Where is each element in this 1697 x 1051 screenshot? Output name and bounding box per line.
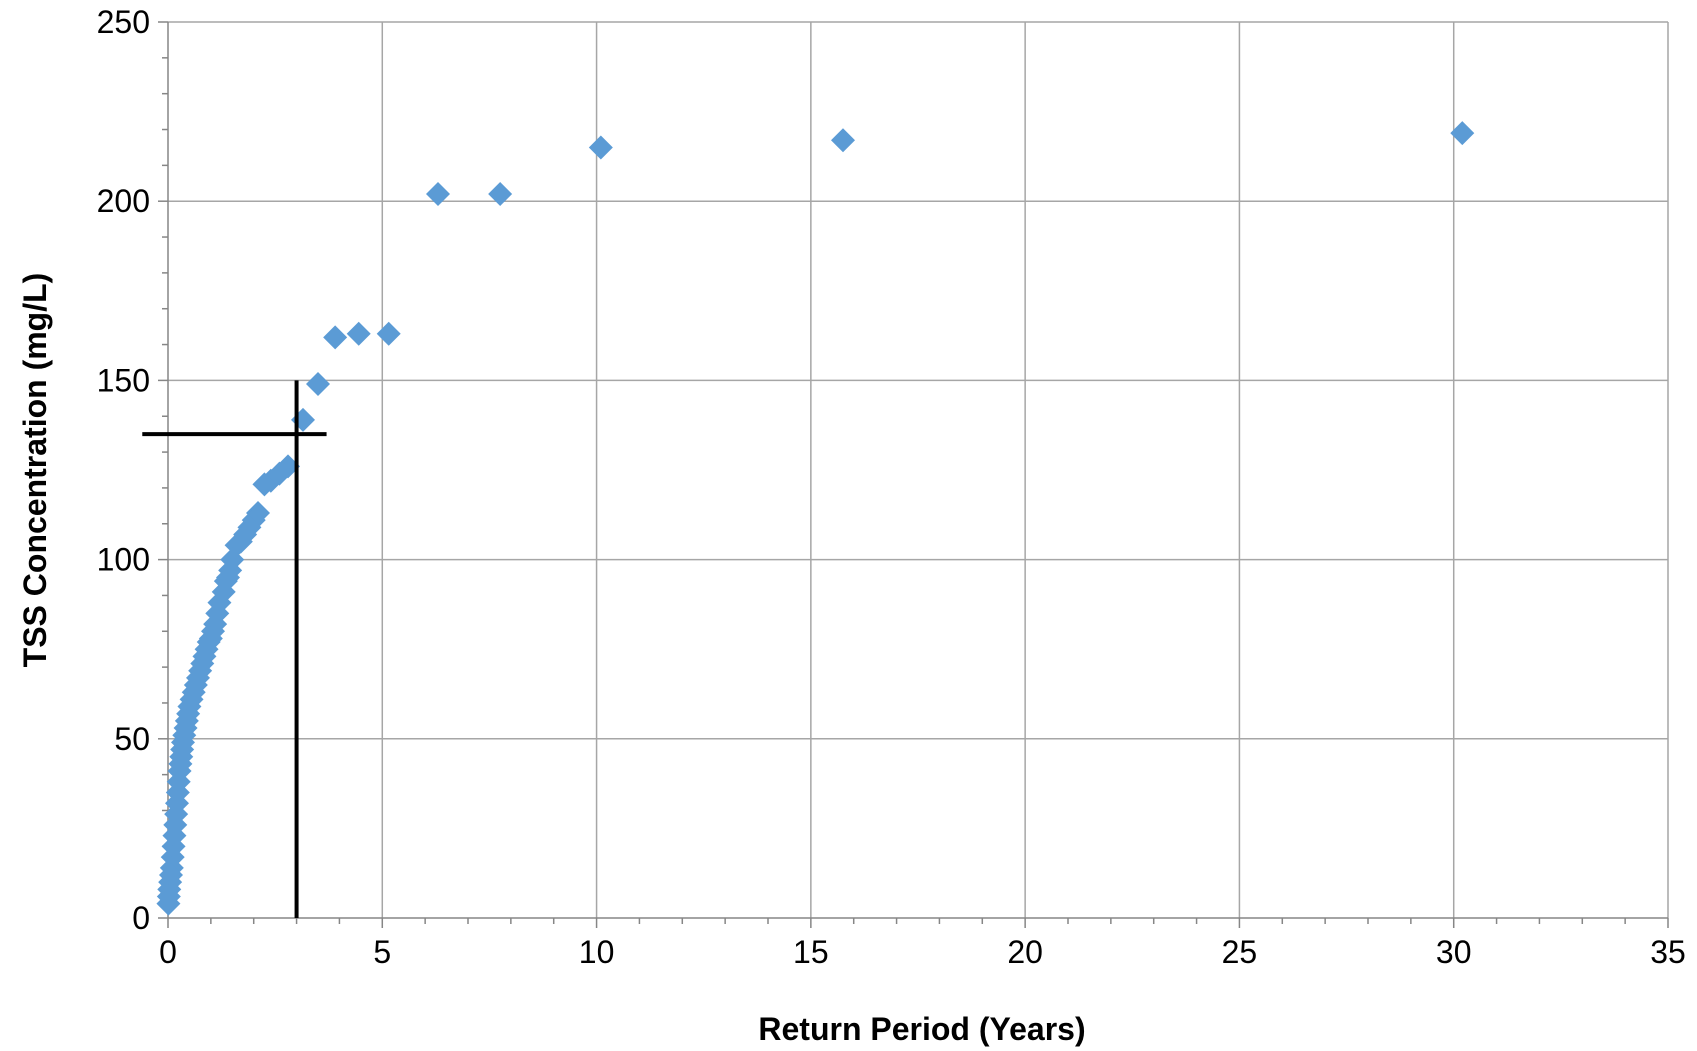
data-point [488, 182, 513, 207]
data-point [588, 135, 613, 160]
data-point [323, 325, 348, 350]
y-tick-label: 150 [97, 362, 150, 398]
data-point [252, 472, 277, 497]
x-tick-label: 10 [579, 934, 615, 970]
data-points [156, 121, 1475, 916]
data-point [831, 128, 855, 153]
x-tick-label: 20 [1007, 934, 1043, 970]
data-point [306, 371, 330, 396]
x-tick-label: 0 [159, 934, 177, 970]
y-tick-label: 250 [97, 4, 150, 40]
data-point [1450, 121, 1475, 146]
x-tick-label: 25 [1222, 934, 1258, 970]
x-tick-label: 35 [1650, 934, 1686, 970]
y-tick-label: 200 [97, 183, 150, 219]
x-axis-title: Return Period (Years) [758, 1011, 1085, 1047]
y-tick-label: 50 [114, 721, 150, 757]
annotation-lines [142, 380, 327, 918]
x-tick-label: 5 [373, 934, 391, 970]
data-point [346, 321, 371, 346]
x-tick-label: 15 [793, 934, 829, 970]
x-tick-label: 30 [1436, 934, 1472, 970]
data-point [376, 321, 401, 346]
tick-labels: 0 5 10 15 20 25 30 35 0 50 100 150 200 250 [97, 4, 1686, 970]
data-point [156, 891, 181, 916]
y-tick-label: 0 [132, 900, 150, 936]
y-tick-label: 100 [97, 542, 150, 578]
gridlines [168, 21, 1669, 918]
data-point [426, 182, 450, 207]
axes [158, 21, 1669, 928]
y-axis-title: TSS Concentration (mg/L) [17, 273, 53, 668]
